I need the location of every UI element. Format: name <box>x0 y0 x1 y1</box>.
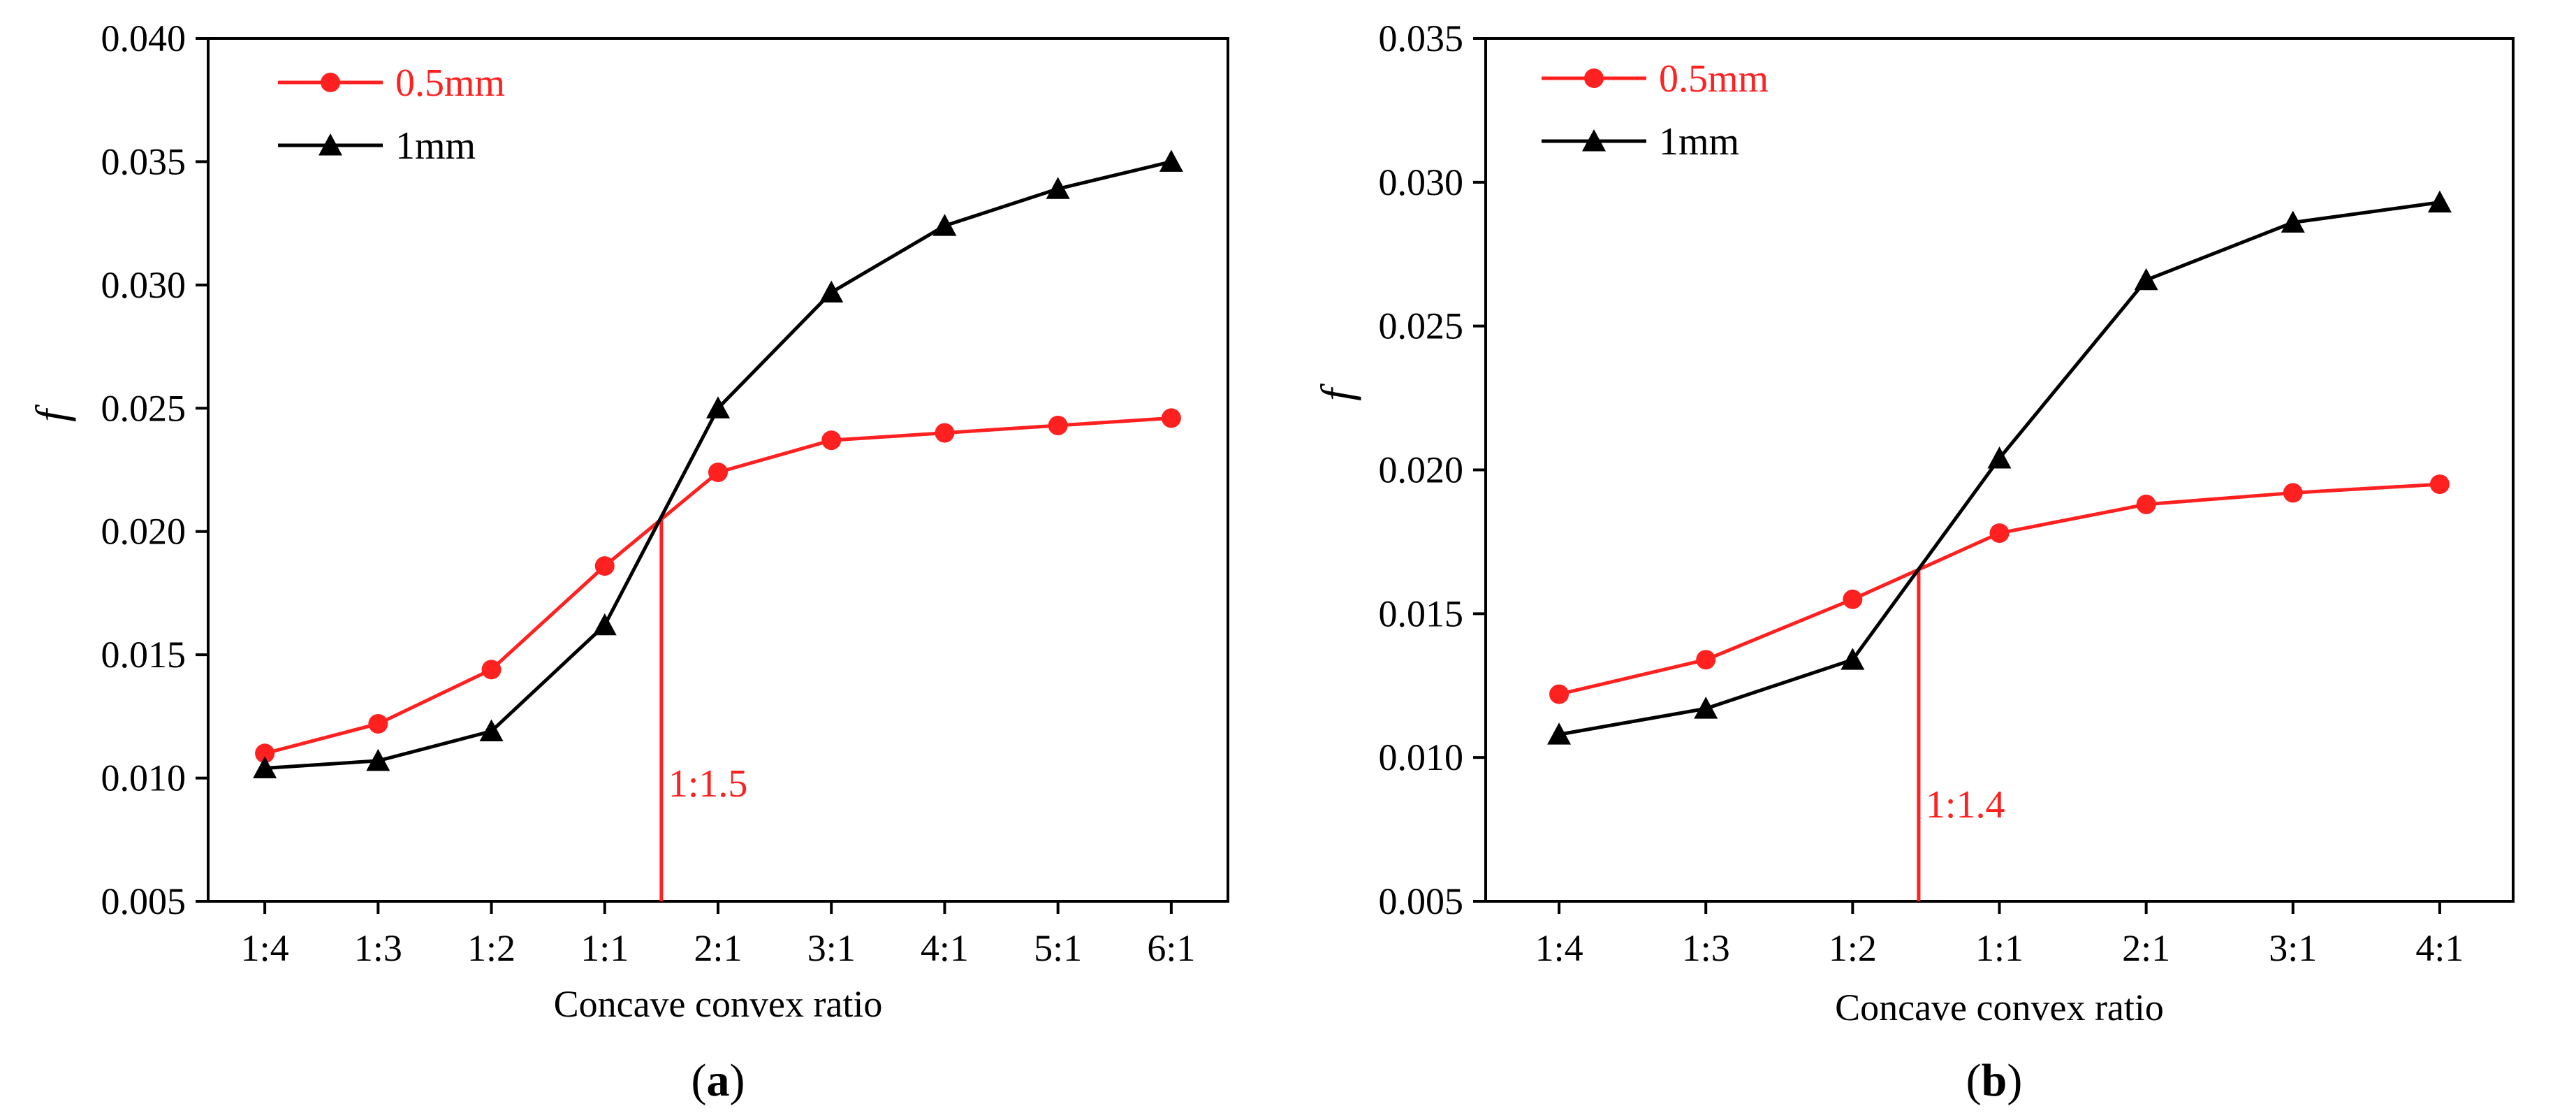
x-tick-label: 3:1 <box>2269 927 2317 969</box>
y-tick-label: 0.005 <box>1379 880 1464 922</box>
legend-marker-1mm <box>1582 129 1606 152</box>
data-point-1mm <box>1840 648 1865 670</box>
panel-label-part: ( <box>691 1055 707 1106</box>
panel-label: (a) <box>691 1055 745 1106</box>
data-point-0.5mm <box>935 423 955 443</box>
legend-label-0.5mm: 0.5mm <box>395 61 505 105</box>
x-tick-label: 2:1 <box>2122 927 2170 969</box>
data-point-1mm <box>1987 446 2012 469</box>
y-tick-label: 0.015 <box>1379 592 1464 634</box>
y-tick-label: 0.015 <box>101 634 186 676</box>
y-tick-label: 0.025 <box>1379 305 1464 347</box>
x-tick-label: 1:3 <box>1682 927 1730 969</box>
data-point-1mm <box>1694 697 1718 719</box>
x-tick-label: 1:2 <box>467 927 515 969</box>
chart-panel-b: 0.005 0.010 0.015 0.020 0.025 0.030 0.035 1:4 1:… <box>1312 17 2515 1106</box>
data-point-1mm <box>2134 268 2158 291</box>
data-point-1mm <box>706 396 730 419</box>
x-tick-label: 1:3 <box>354 927 402 969</box>
legend-marker-0.5mm <box>321 73 340 92</box>
data-point-1mm <box>2281 210 2305 233</box>
y-axis-title: f <box>27 404 76 422</box>
data-point-0.5mm <box>2136 494 2156 514</box>
x-axis-title: Concave convex ratio <box>554 983 883 1025</box>
chart-panel-a: 0.005 0.010 0.015 0.020 0.025 0.030 0.035 0.040… <box>27 17 1229 1106</box>
legend-marker-0.5mm <box>1584 68 1604 88</box>
panel-label-part: ) <box>2007 1055 2022 1106</box>
data-point-0.5mm <box>1696 650 1716 670</box>
x-tick-label: 1:1 <box>1975 927 2024 969</box>
x-tick-label: 1:4 <box>1535 927 1583 969</box>
y-tick-label: 0.025 <box>101 387 186 429</box>
legend-marker-1mm <box>319 133 342 156</box>
data-point-1mm <box>366 748 390 771</box>
data-point-0.5mm <box>2429 474 2450 495</box>
legend-label-1mm: 1mm <box>395 124 476 168</box>
plot-frame <box>1484 37 2515 903</box>
legend-label-0.5mm: 0.5mm <box>1659 57 1769 101</box>
data-point-0.5mm <box>368 713 388 734</box>
x-tick-label: 2:1 <box>694 927 742 969</box>
y-tick-label: 0.020 <box>1379 449 1464 491</box>
data-point-0.5mm <box>1161 408 1181 428</box>
data-point-0.5mm <box>1048 415 1068 435</box>
y-tick-label: 0.035 <box>101 140 186 182</box>
y-tick-label: 0.030 <box>101 264 186 306</box>
y-axis-title: f <box>1312 383 1361 401</box>
y-tick-label: 0.020 <box>101 511 186 553</box>
data-point-0.5mm <box>708 463 728 483</box>
data-point-0.5mm <box>1989 523 2010 544</box>
y-tick-label: 0.010 <box>1379 736 1464 778</box>
y-tick-label: 0.010 <box>101 757 186 799</box>
data-point-1mm <box>592 613 617 636</box>
y-tick-label: 0.030 <box>1379 161 1464 203</box>
data-point-0.5mm <box>255 743 275 764</box>
data-point-0.5mm <box>1843 589 1863 609</box>
data-point-1mm <box>819 280 844 303</box>
data-point-0.5mm <box>594 556 615 576</box>
series-line-0.5mm <box>1558 482 2440 697</box>
data-point-1mm <box>253 756 277 778</box>
x-tick-label: 3:1 <box>807 927 856 969</box>
x-tick-label: 1:2 <box>1829 927 1877 969</box>
data-point-1mm <box>1547 722 1572 745</box>
x-tick-label: 5:1 <box>1034 927 1082 969</box>
data-point-1mm <box>1159 150 1183 172</box>
y-tick-label: 0.040 <box>101 17 186 59</box>
data-point-1mm <box>479 719 504 741</box>
data-point-0.5mm <box>821 430 842 451</box>
panel-label-part: a <box>707 1055 730 1106</box>
y-tick-label: 0.035 <box>1379 17 1464 59</box>
annotation-label: 1:1.5 <box>668 762 748 806</box>
legend-label-1mm: 1mm <box>1659 120 1739 163</box>
x-tick-label: 1:1 <box>580 927 629 969</box>
panel-label-part: b <box>1982 1055 2007 1106</box>
panel-label-part: ) <box>730 1055 745 1106</box>
annotation-label: 1:1.4 <box>1926 783 2005 827</box>
data-point-0.5mm <box>2283 483 2303 503</box>
x-tick-label: 6:1 <box>1147 927 1195 969</box>
y-tick-label: 0.005 <box>101 880 186 922</box>
x-tick-label: 1:4 <box>241 927 289 969</box>
x-tick-label: 4:1 <box>2415 927 2464 969</box>
data-point-0.5mm <box>481 660 502 680</box>
data-point-1mm <box>932 214 957 236</box>
data-point-1mm <box>1046 177 1070 199</box>
panel-label-part: ( <box>1966 1055 1982 1106</box>
panel-label: (b) <box>1966 1055 2023 1106</box>
x-axis-title: Concave convex ratio <box>1835 987 2164 1028</box>
x-tick-label: 4:1 <box>921 927 969 969</box>
data-point-0.5mm <box>1549 684 1569 704</box>
data-point-1mm <box>2427 190 2452 213</box>
